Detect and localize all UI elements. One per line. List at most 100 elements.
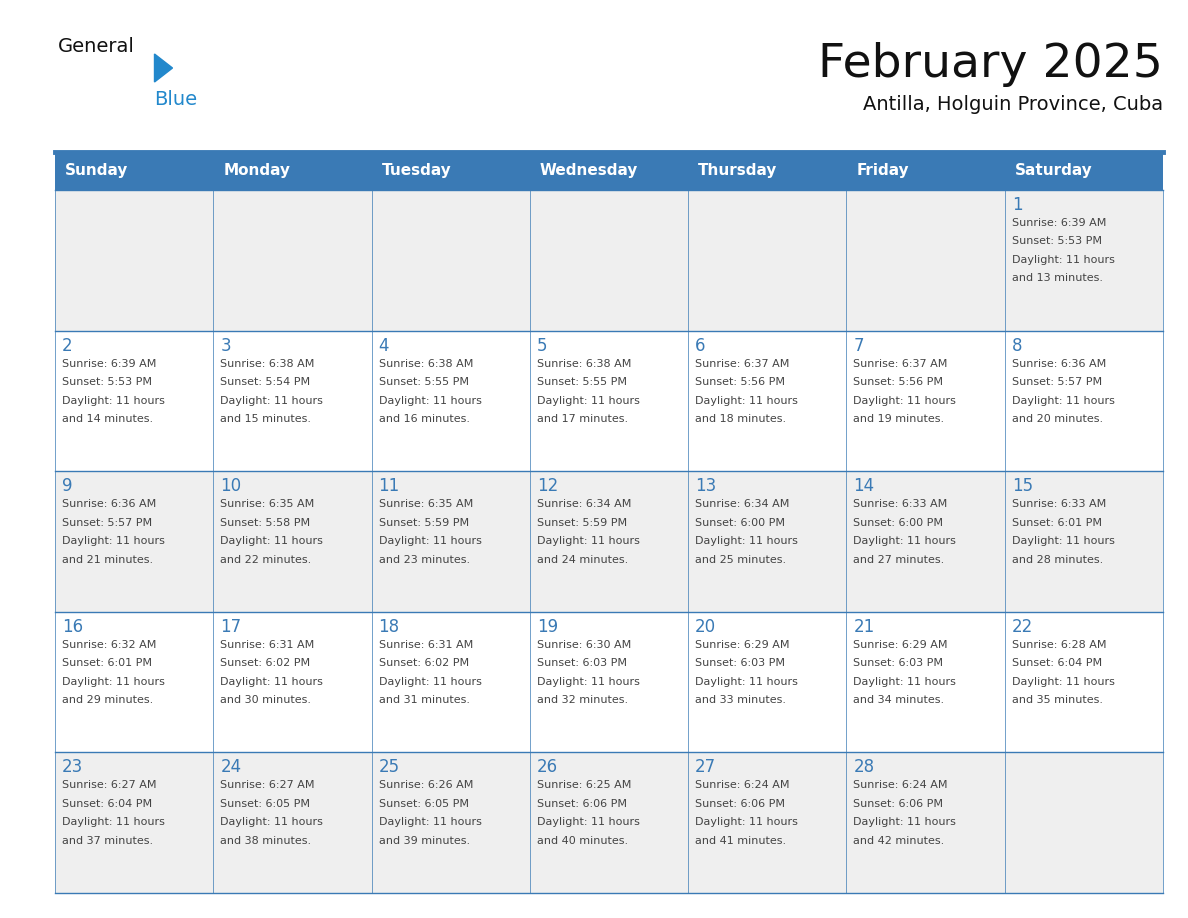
Text: and 33 minutes.: and 33 minutes.	[695, 695, 786, 705]
Polygon shape	[154, 54, 172, 82]
Text: Sunrise: 6:39 AM: Sunrise: 6:39 AM	[62, 359, 157, 369]
Text: 20: 20	[695, 618, 716, 636]
Text: 11: 11	[379, 477, 400, 495]
Text: Sunset: 6:06 PM: Sunset: 6:06 PM	[537, 799, 627, 809]
Text: 2: 2	[62, 337, 72, 354]
Text: Tuesday: Tuesday	[381, 163, 451, 178]
Text: Daylight: 11 hours: Daylight: 11 hours	[695, 536, 798, 546]
Text: Sunrise: 6:35 AM: Sunrise: 6:35 AM	[220, 499, 315, 509]
Text: Sunrise: 6:30 AM: Sunrise: 6:30 AM	[537, 640, 631, 650]
Bar	[55, 471, 1163, 611]
Text: and 39 minutes.: and 39 minutes.	[379, 836, 469, 845]
Text: Sunrise: 6:35 AM: Sunrise: 6:35 AM	[379, 499, 473, 509]
Text: and 21 minutes.: and 21 minutes.	[62, 554, 153, 565]
Text: Sunset: 6:06 PM: Sunset: 6:06 PM	[695, 799, 785, 809]
Text: Sunrise: 6:37 AM: Sunrise: 6:37 AM	[853, 359, 948, 369]
Bar	[55, 753, 1163, 893]
Text: 17: 17	[220, 618, 241, 636]
Text: Sunrise: 6:37 AM: Sunrise: 6:37 AM	[695, 359, 790, 369]
Text: and 23 minutes.: and 23 minutes.	[379, 554, 469, 565]
Text: Sunrise: 6:27 AM: Sunrise: 6:27 AM	[220, 780, 315, 790]
Text: Daylight: 11 hours: Daylight: 11 hours	[537, 536, 639, 546]
Text: Daylight: 11 hours: Daylight: 11 hours	[1012, 677, 1114, 687]
Text: Thursday: Thursday	[699, 163, 777, 178]
Text: 24: 24	[220, 758, 241, 777]
Text: 13: 13	[695, 477, 716, 495]
Text: Sunrise: 6:29 AM: Sunrise: 6:29 AM	[853, 640, 948, 650]
Text: 3: 3	[220, 337, 230, 354]
Text: Saturday: Saturday	[1015, 163, 1093, 178]
Text: and 30 minutes.: and 30 minutes.	[220, 695, 311, 705]
Text: Sunset: 5:53 PM: Sunset: 5:53 PM	[1012, 237, 1101, 247]
Text: Daylight: 11 hours: Daylight: 11 hours	[853, 396, 956, 406]
Text: and 25 minutes.: and 25 minutes.	[695, 554, 786, 565]
Text: Daylight: 11 hours: Daylight: 11 hours	[695, 677, 798, 687]
Text: Sunset: 5:55 PM: Sunset: 5:55 PM	[537, 377, 627, 387]
Text: and 15 minutes.: and 15 minutes.	[220, 414, 311, 424]
Text: Daylight: 11 hours: Daylight: 11 hours	[379, 677, 481, 687]
Text: Sunset: 5:57 PM: Sunset: 5:57 PM	[62, 518, 152, 528]
Text: 1: 1	[1012, 196, 1023, 214]
Text: and 27 minutes.: and 27 minutes.	[853, 554, 944, 565]
Text: 22: 22	[1012, 618, 1032, 636]
Text: Daylight: 11 hours: Daylight: 11 hours	[1012, 536, 1114, 546]
Text: and 32 minutes.: and 32 minutes.	[537, 695, 628, 705]
Text: and 29 minutes.: and 29 minutes.	[62, 695, 153, 705]
Text: Blue: Blue	[154, 90, 197, 109]
Text: Sunrise: 6:27 AM: Sunrise: 6:27 AM	[62, 780, 157, 790]
Text: 28: 28	[853, 758, 874, 777]
Text: Daylight: 11 hours: Daylight: 11 hours	[220, 817, 323, 827]
Text: Daylight: 11 hours: Daylight: 11 hours	[1012, 396, 1114, 406]
Text: Sunset: 5:56 PM: Sunset: 5:56 PM	[853, 377, 943, 387]
Text: Sunrise: 6:39 AM: Sunrise: 6:39 AM	[1012, 218, 1106, 228]
Text: Sunset: 6:04 PM: Sunset: 6:04 PM	[1012, 658, 1101, 668]
Text: and 31 minutes.: and 31 minutes.	[379, 695, 469, 705]
Text: and 19 minutes.: and 19 minutes.	[853, 414, 944, 424]
Text: 23: 23	[62, 758, 83, 777]
Text: Daylight: 11 hours: Daylight: 11 hours	[220, 677, 323, 687]
Text: and 13 minutes.: and 13 minutes.	[1012, 274, 1102, 284]
Text: Antilla, Holguin Province, Cuba: Antilla, Holguin Province, Cuba	[862, 95, 1163, 114]
Text: General: General	[58, 37, 135, 56]
Text: Sunrise: 6:33 AM: Sunrise: 6:33 AM	[1012, 499, 1106, 509]
Text: Sunrise: 6:36 AM: Sunrise: 6:36 AM	[62, 499, 157, 509]
Text: 4: 4	[379, 337, 390, 354]
Text: Daylight: 11 hours: Daylight: 11 hours	[220, 536, 323, 546]
Text: and 22 minutes.: and 22 minutes.	[220, 554, 311, 565]
Text: Sunrise: 6:38 AM: Sunrise: 6:38 AM	[379, 359, 473, 369]
Text: and 40 minutes.: and 40 minutes.	[537, 836, 628, 845]
Text: Sunset: 5:56 PM: Sunset: 5:56 PM	[695, 377, 785, 387]
Text: Sunset: 6:01 PM: Sunset: 6:01 PM	[62, 658, 152, 668]
Text: Sunrise: 6:32 AM: Sunrise: 6:32 AM	[62, 640, 157, 650]
Text: Sunset: 6:05 PM: Sunset: 6:05 PM	[379, 799, 468, 809]
Text: February 2025: February 2025	[819, 42, 1163, 87]
Text: and 16 minutes.: and 16 minutes.	[379, 414, 469, 424]
Text: Sunrise: 6:31 AM: Sunrise: 6:31 AM	[220, 640, 315, 650]
Text: 9: 9	[62, 477, 72, 495]
Text: 18: 18	[379, 618, 399, 636]
Text: Daylight: 11 hours: Daylight: 11 hours	[220, 396, 323, 406]
Text: Daylight: 11 hours: Daylight: 11 hours	[62, 396, 165, 406]
Text: 8: 8	[1012, 337, 1022, 354]
Text: Sunset: 6:01 PM: Sunset: 6:01 PM	[1012, 518, 1101, 528]
Text: Sunrise: 6:36 AM: Sunrise: 6:36 AM	[1012, 359, 1106, 369]
Text: 19: 19	[537, 618, 558, 636]
Text: Daylight: 11 hours: Daylight: 11 hours	[853, 536, 956, 546]
Text: Sunrise: 6:25 AM: Sunrise: 6:25 AM	[537, 780, 631, 790]
Bar	[55, 611, 1163, 753]
Text: and 24 minutes.: and 24 minutes.	[537, 554, 628, 565]
Text: Sunset: 6:03 PM: Sunset: 6:03 PM	[537, 658, 627, 668]
Text: Sunset: 5:57 PM: Sunset: 5:57 PM	[1012, 377, 1101, 387]
Text: Sunset: 5:58 PM: Sunset: 5:58 PM	[220, 518, 310, 528]
Text: Sunday: Sunday	[65, 163, 128, 178]
Text: 21: 21	[853, 618, 874, 636]
Text: Sunset: 5:59 PM: Sunset: 5:59 PM	[537, 518, 627, 528]
Text: Sunset: 6:02 PM: Sunset: 6:02 PM	[220, 658, 310, 668]
Text: Daylight: 11 hours: Daylight: 11 hours	[537, 817, 639, 827]
Text: Sunset: 6:03 PM: Sunset: 6:03 PM	[695, 658, 785, 668]
Text: Sunrise: 6:24 AM: Sunrise: 6:24 AM	[853, 780, 948, 790]
Text: 14: 14	[853, 477, 874, 495]
Text: and 14 minutes.: and 14 minutes.	[62, 414, 153, 424]
Text: Sunrise: 6:24 AM: Sunrise: 6:24 AM	[695, 780, 790, 790]
Text: Sunrise: 6:34 AM: Sunrise: 6:34 AM	[537, 499, 631, 509]
